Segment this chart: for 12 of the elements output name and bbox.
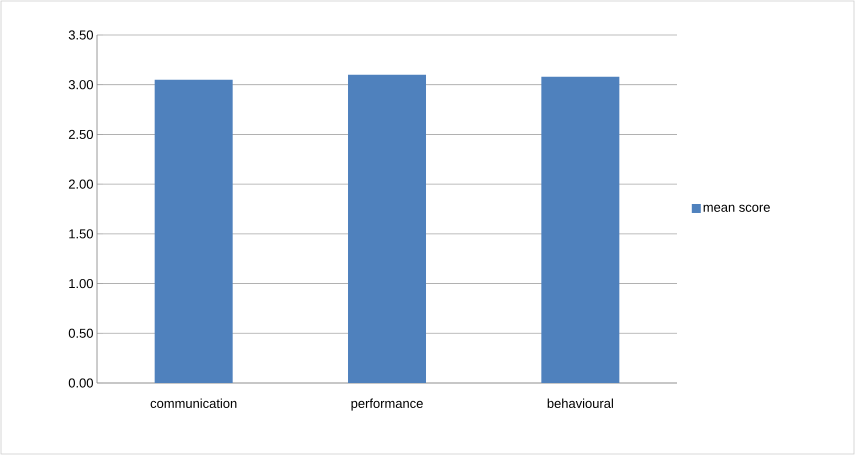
y-tick-label: 3.00 xyxy=(68,80,93,90)
y-tick-label: 2.50 xyxy=(68,130,93,139)
y-tick-label: 1.50 xyxy=(69,229,93,238)
y-tick-label: 0.00 xyxy=(68,378,93,388)
x-tick-label: performance xyxy=(351,398,423,411)
x-tick-label: communication xyxy=(150,398,236,408)
y-tick-label: 2.00 xyxy=(68,180,93,189)
x-tick-label: behavioural xyxy=(548,398,613,408)
y-tick-label: 0.50 xyxy=(68,328,93,338)
y-tick-label: 3.50 xyxy=(68,30,93,40)
y-tick-label: 1.00 xyxy=(69,278,93,288)
legend-label: mean score xyxy=(704,204,770,212)
